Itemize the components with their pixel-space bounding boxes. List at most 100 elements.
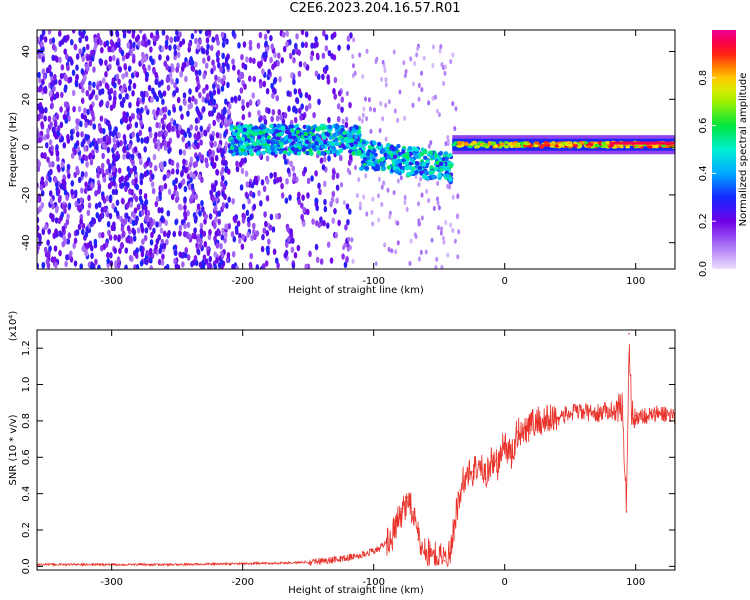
noise-blob: [165, 64, 170, 71]
signal-core: [661, 144, 666, 148]
y-tick-label: 1.2: [21, 340, 32, 356]
colorbar-tick-label: 0.4: [698, 165, 709, 181]
noise-blob: [331, 217, 336, 224]
noise-blob: [119, 100, 124, 107]
noise-blob: [402, 60, 406, 66]
noise-blob: [252, 57, 256, 65]
noise-blob: [206, 55, 211, 62]
noise-blob: [206, 262, 211, 269]
noise-blob: [139, 245, 144, 252]
noise-blob: [194, 193, 199, 200]
noise-blob: [155, 109, 160, 117]
noise-blob: [265, 155, 270, 162]
noise-blob: [151, 187, 156, 195]
noise-blob: [67, 115, 71, 122]
noise-blob: [204, 30, 209, 37]
noise-blob: [299, 202, 304, 209]
noise-blob: [335, 197, 339, 204]
noise-blob: [132, 165, 137, 172]
noise-blob: [71, 89, 76, 97]
noise-blob: [115, 59, 120, 66]
noise-blob: [329, 257, 334, 264]
noise-blob: [71, 30, 76, 34]
noise-blob: [131, 219, 136, 227]
noise-blob: [80, 131, 84, 138]
noise-blob: [151, 87, 155, 95]
noise-blob: [261, 233, 265, 241]
noise-blob: [248, 44, 253, 51]
noise-blob: [181, 261, 185, 268]
noise-blob: [217, 229, 221, 237]
noise-blob: [167, 126, 172, 133]
noise-blob: [431, 44, 435, 50]
noise-blob: [198, 38, 202, 46]
noise-blob: [172, 179, 176, 187]
signal-blob: [381, 148, 386, 153]
noise-blob: [231, 58, 235, 65]
noise-blob: [65, 101, 70, 108]
snr-point: [464, 474, 467, 477]
signal-core: [457, 141, 463, 145]
signal-blob: [304, 139, 310, 145]
signal-blob: [258, 130, 263, 136]
noise-blob: [244, 170, 249, 177]
noise-blob: [181, 38, 186, 45]
signal-blob: [406, 171, 411, 177]
noise-blob: [96, 137, 101, 145]
noise-blob: [43, 134, 47, 141]
noise-blob: [56, 125, 61, 132]
noise-blob: [219, 113, 224, 121]
noise-blob: [332, 54, 337, 61]
noise-blob: [343, 261, 348, 269]
snr-point: [443, 560, 446, 562]
noise-blob: [134, 177, 138, 184]
noise-blob: [90, 55, 95, 62]
noise-blob: [131, 179, 135, 186]
noise-blob: [202, 87, 206, 94]
noise-blob: [43, 152, 47, 159]
noise-blob: [38, 52, 42, 60]
noise-blob: [245, 101, 250, 108]
noise-blob: [219, 259, 224, 266]
noise-blob: [160, 215, 165, 222]
noise-blob: [247, 197, 251, 205]
noise-blob: [152, 153, 157, 161]
signal-blob: [407, 145, 413, 151]
noise-blob: [188, 131, 192, 139]
noise-blob: [181, 135, 186, 143]
noise-blob: [38, 77, 42, 84]
noise-blob: [91, 139, 96, 147]
signal-blob: [257, 135, 262, 140]
noise-blob: [298, 61, 303, 68]
noise-blob: [167, 230, 171, 237]
noise-blob: [148, 131, 153, 139]
noise-blob: [163, 140, 168, 147]
noise-blob: [74, 200, 79, 208]
noise-blob: [196, 134, 200, 142]
noise-blob: [113, 234, 118, 241]
snr-point: [647, 414, 650, 417]
noise-blob: [96, 165, 101, 173]
noise-blob: [237, 237, 242, 244]
noise-blob: [100, 168, 105, 175]
noise-blob: [258, 31, 263, 39]
noise-blob: [180, 219, 185, 226]
noise-blob: [442, 239, 446, 245]
noise-blob: [48, 139, 53, 146]
noise-blob: [45, 142, 49, 149]
noise-blob: [194, 160, 199, 168]
signal-blob: [380, 162, 385, 168]
x-tick-label: 100: [626, 276, 645, 287]
snr-point: [569, 412, 571, 415]
noise-blob: [420, 70, 424, 76]
noise-blob: [295, 33, 299, 40]
noise-blob: [212, 98, 217, 106]
noise-blob: [132, 82, 137, 90]
noise-blob: [150, 96, 154, 103]
noise-blob: [160, 259, 165, 266]
noise-blob: [208, 213, 213, 220]
noise-blob: [291, 237, 295, 244]
noise-blob: [291, 262, 296, 269]
noise-blob: [175, 66, 179, 73]
